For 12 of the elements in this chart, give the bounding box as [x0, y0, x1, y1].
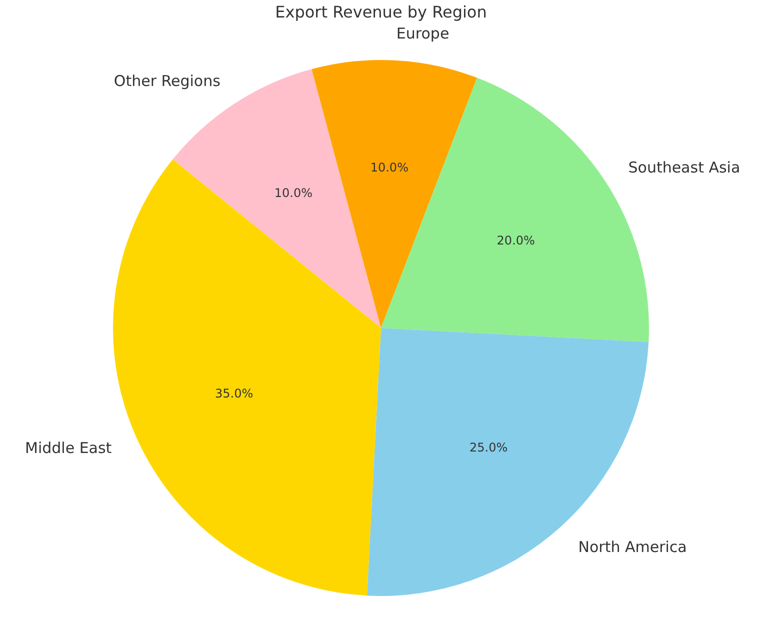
slice-label: Southeast Asia	[628, 158, 740, 176]
slice-label: Other Regions	[114, 72, 221, 90]
data-label: 10.0%	[274, 186, 312, 200]
pie-slice	[312, 60, 478, 328]
slice-label: Middle East	[25, 438, 112, 457]
slice-label: North America	[578, 538, 687, 556]
slice-label: Europe	[396, 24, 450, 43]
data-label: 20.0%	[496, 233, 535, 248]
data-label: 25.0%	[470, 440, 508, 454]
data-label: 10.0%	[370, 160, 408, 174]
data-label: 35.0%	[215, 386, 254, 400]
chart-title: Export Revenue by Region	[275, 2, 487, 22]
